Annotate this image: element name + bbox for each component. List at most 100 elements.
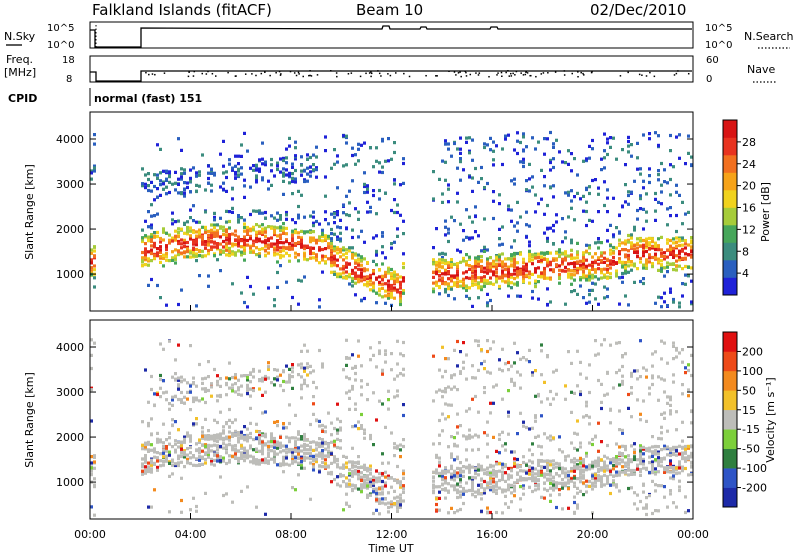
power-cell [309, 256, 312, 260]
power-cell [330, 227, 333, 232]
power-cell [210, 245, 213, 249]
velocity-cell [465, 465, 468, 469]
velocity-cell [486, 349, 489, 354]
power-cell [495, 270, 498, 274]
velocity-cell [354, 378, 357, 382]
power-cell [267, 237, 270, 241]
power-cell [177, 253, 180, 257]
power-cell [378, 161, 381, 165]
power-cell [237, 218, 240, 222]
velocity-cell [549, 469, 552, 473]
velocity-cell [504, 471, 507, 475]
velocity-cell [246, 439, 249, 443]
velocity-cell [213, 367, 216, 372]
power-cell [210, 235, 213, 239]
velocity-cell [552, 397, 555, 401]
velocity-cell [318, 444, 321, 449]
power-cell [468, 286, 471, 290]
velocity-cell [246, 456, 249, 460]
velocity-cell [291, 456, 294, 460]
power-cell [627, 249, 630, 253]
power-cell [528, 252, 531, 256]
power-cell [519, 252, 522, 256]
power-cell [624, 242, 627, 246]
velocity-cell [183, 401, 186, 405]
velocity-cell [294, 488, 297, 492]
velocity-cell [489, 485, 492, 490]
velocity-cell [231, 500, 234, 504]
power-cell [324, 238, 327, 242]
power-cell [276, 211, 279, 215]
velocity-cell [240, 456, 243, 460]
power-cell [285, 226, 288, 230]
power-cell [675, 135, 678, 139]
velocity-cell [486, 466, 489, 470]
power-cell [147, 257, 150, 261]
power-cell [336, 246, 339, 250]
power-cell [183, 251, 186, 255]
velocity-cell [369, 480, 372, 484]
power-cell [606, 188, 609, 192]
velocity-cell [582, 461, 585, 465]
power-cell [354, 274, 357, 278]
velocity-cell [450, 472, 453, 476]
power-cell [366, 268, 369, 272]
velocity-cell [483, 468, 486, 472]
velocity-cell [216, 457, 219, 461]
power-cell [669, 163, 672, 167]
velocity-cell [324, 454, 327, 458]
power-cell [651, 239, 654, 243]
power-cell [681, 243, 684, 247]
power-cell [159, 179, 162, 183]
power-cell [669, 287, 672, 291]
velocity-cell [324, 458, 327, 462]
power-cell [447, 261, 450, 265]
power-cell [489, 276, 492, 280]
power-cell [552, 268, 555, 272]
power-cell [261, 227, 264, 231]
velocity-cell [507, 360, 510, 365]
velocity-cell [579, 390, 582, 394]
power-cell [639, 207, 642, 211]
velocity-cell [177, 378, 180, 382]
power-cell [654, 197, 657, 201]
power-cell [510, 275, 513, 279]
power-cell [606, 141, 609, 145]
velocity-cell [600, 466, 603, 470]
nave-dot [387, 73, 389, 75]
power-cell [399, 296, 402, 300]
nave-dot [377, 70, 379, 72]
velocity-cell [399, 485, 402, 489]
power-cell [246, 238, 249, 243]
nave-dot [201, 72, 204, 75]
velocity-cell [567, 478, 570, 483]
velocity-cell [507, 475, 510, 479]
velocity-cell [207, 436, 210, 440]
velocity-cell [267, 447, 270, 452]
power-cell [444, 178, 447, 182]
velocity-cell [225, 381, 228, 386]
velocity-cell [189, 390, 192, 394]
power-cell [645, 242, 648, 247]
power-cell [642, 243, 645, 247]
velocity-cell [237, 433, 240, 437]
power-cell [366, 190, 369, 194]
power-cell [279, 249, 282, 254]
velocity-cell [525, 478, 528, 482]
power-cell [384, 159, 387, 163]
power-cell [321, 258, 324, 262]
velocity-cell [168, 442, 171, 446]
power-cell [309, 165, 312, 169]
velocity-cell [306, 362, 309, 366]
power-cell [609, 262, 612, 266]
velocity-cell [489, 347, 492, 351]
velocity-cell [438, 474, 441, 478]
power-cell [456, 273, 459, 277]
power-cell [144, 247, 147, 251]
velocity-cell [255, 436, 258, 440]
velocity-cell [273, 452, 276, 456]
power-cell [309, 249, 312, 253]
power-cell [222, 245, 225, 249]
velocity-cell [513, 462, 516, 466]
power-cell [525, 262, 528, 266]
